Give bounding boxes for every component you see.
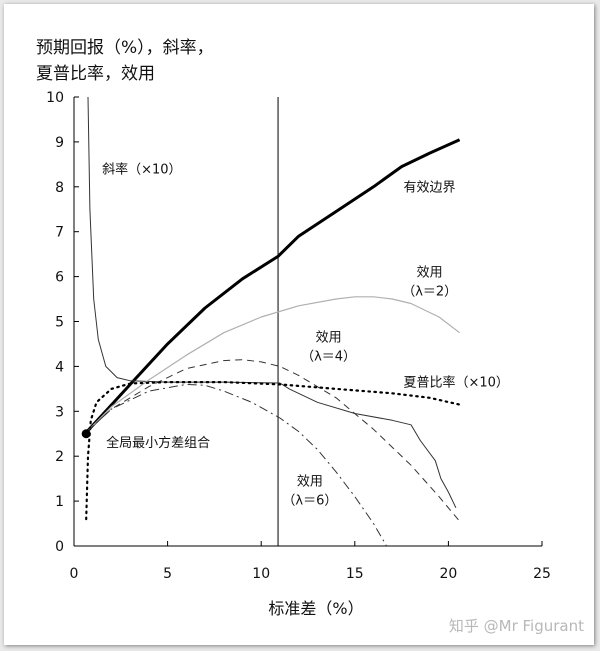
y-tick-label: 6 [55,270,64,286]
x-axis-label: 标准差（%） [268,599,363,618]
series-line-4 [85,381,461,521]
x-tick-label: 20 [439,566,457,582]
series-line-5 [86,383,388,547]
tick-labels: 0 1 2 3 4 5 6 7 8 9 10 0 5 10 15 20 25 [46,90,551,582]
annotation-3-line-1: （λ＝4） [301,350,356,365]
series-line-0 [85,138,461,433]
annotation-1-line-0: 有效边界 [403,180,455,195]
series-line-2 [86,296,460,432]
y-tick-label: 0 [55,539,64,555]
y-tick-label: 1 [55,494,64,510]
title-line-1: 预期回报（%），斜率， [36,38,214,58]
y-tick-label: 8 [55,180,64,196]
y-tick-label: 4 [55,359,64,375]
annotation-0-line-0: 斜率（×10） [102,161,181,177]
series-line-1 [87,96,457,509]
annotation-4-line-0: 夏普比率（×10） [403,375,508,391]
y-tick-label: 2 [55,449,64,465]
x-tick-label: 0 [70,566,79,582]
x-tick-label: 10 [252,566,270,582]
chart: 预期回报（%），斜率， 夏普比率，效用 0 1 2 3 4 5 6 7 8 9 10 0 5 10 15 20… [36,38,584,635]
annotation-5-line-1: （λ＝6） [282,493,337,508]
x-tick-label: 15 [346,566,364,582]
title-line-2: 夏普比率，效用 [36,64,155,84]
annotation-5-line-0: 效用 [297,474,323,489]
y-tick-label: 7 [55,225,64,241]
y-tick-label: 5 [55,315,64,331]
axes [73,96,543,547]
y-tick-label: 10 [46,90,64,106]
min-variance-marker [81,429,91,439]
marker-label: 全局最小方差组合 [106,435,210,451]
y-tick-label: 9 [55,135,64,151]
chart-frame: 预期回报（%），斜率， 夏普比率，效用 0 1 2 3 4 5 6 7 8 9 10 0 5 10 15 20… [4,4,594,645]
annotation-2-line-1: （λ＝2） [402,285,457,300]
y-tick-label: 3 [55,404,64,420]
annotation-3-line-0: 效用 [316,331,342,346]
watermark: 知乎 @Mr Figurant [449,617,584,635]
series-layer [81,96,461,547]
annotation-2-line-0: 效用 [417,266,443,281]
x-tick-label: 5 [163,566,172,582]
x-tick-label: 25 [533,566,551,582]
chart-title: 预期回报（%），斜率， 夏普比率，效用 [36,38,214,84]
